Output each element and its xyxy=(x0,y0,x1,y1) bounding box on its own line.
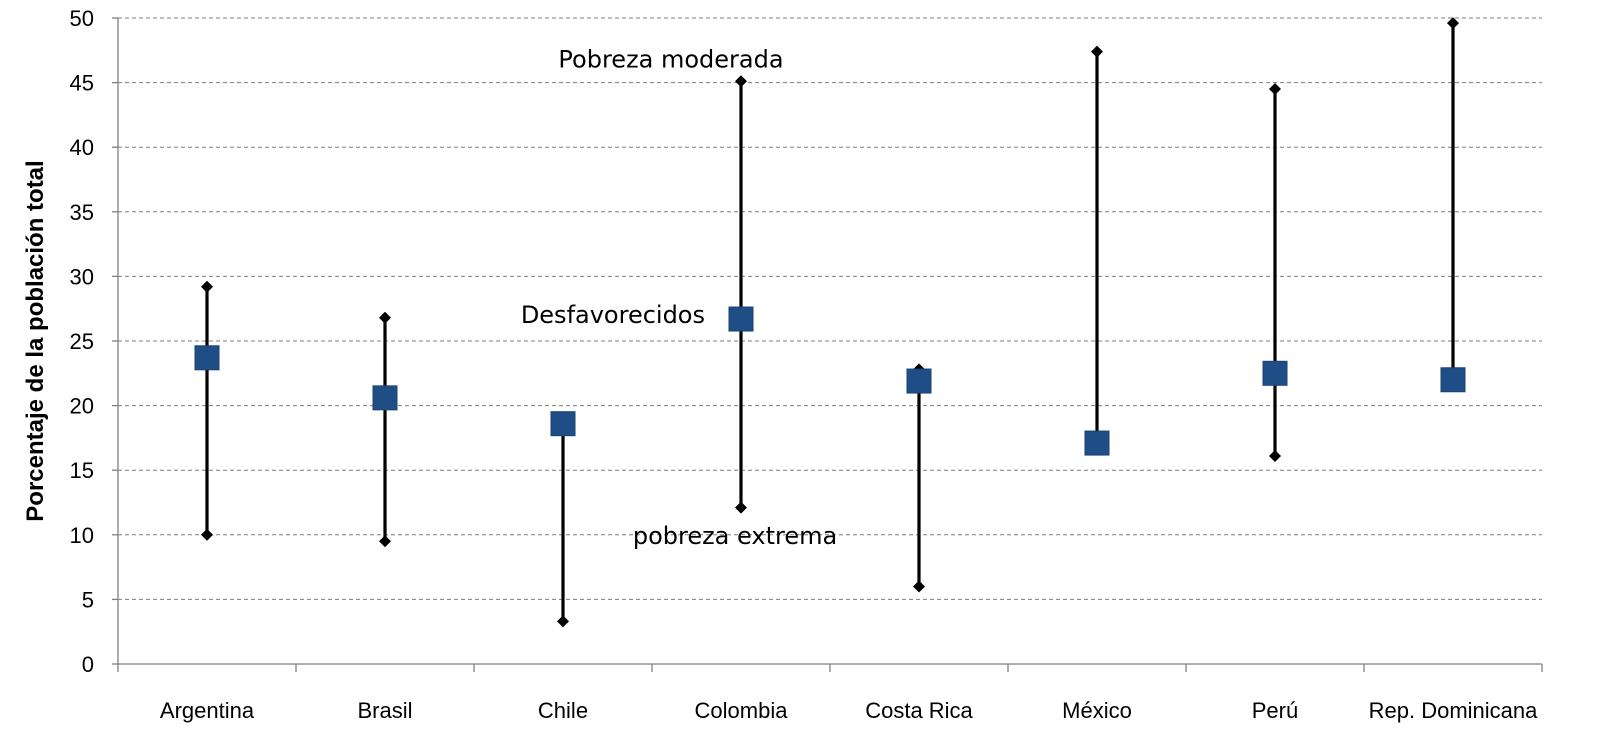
y-tick-label: 10 xyxy=(70,523,94,548)
y-tick-label: 0 xyxy=(82,652,94,677)
annotation-label: pobreza extrema xyxy=(633,522,837,550)
pobreza-extrema-point xyxy=(557,615,569,628)
y-tick-label: 15 xyxy=(70,458,94,483)
pobreza-moderada-point xyxy=(1269,83,1281,96)
pobreza-extrema-point xyxy=(1269,449,1281,462)
x-tick-label: Costa Rica xyxy=(865,698,973,723)
x-tick-label: Brasil xyxy=(357,698,412,723)
x-tick-label: México xyxy=(1062,698,1132,723)
desfavorecidos-marker xyxy=(550,411,576,437)
annotation-label: Desfavorecidos xyxy=(521,301,705,329)
desfavorecidos-marker xyxy=(728,306,754,332)
annotations: Pobreza moderada Desfavorecidos pobreza ex… xyxy=(521,45,837,550)
x-tick-label: Colombia xyxy=(695,698,789,723)
pobreza-extrema-point xyxy=(201,528,213,541)
pobreza-extrema-point xyxy=(913,580,925,593)
y-tick-label: 25 xyxy=(70,329,94,354)
pobreza-extrema-point xyxy=(735,501,747,514)
desfavorecidos-marker xyxy=(906,368,932,394)
desfavorecidos-marker xyxy=(372,385,398,411)
grid-lines xyxy=(118,17,1542,600)
y-tick-label: 5 xyxy=(82,587,94,612)
annotation-label: Pobreza moderada xyxy=(558,45,783,73)
pobreza-extrema-point xyxy=(379,535,391,548)
y-tick-label: 20 xyxy=(70,394,94,419)
desfavorecidos-marker xyxy=(1440,367,1466,393)
y-tick-label: 40 xyxy=(70,135,94,160)
axes xyxy=(112,17,1543,672)
y-tick-label: 50 xyxy=(70,6,94,31)
pobreza-moderada-point xyxy=(1091,45,1103,58)
pobreza-moderada-point xyxy=(735,75,747,88)
y-axis-label: Porcentaje de la población total xyxy=(22,160,49,521)
desfavorecidos-marker xyxy=(1084,430,1110,456)
y-tick-label: 45 xyxy=(70,71,94,96)
y-tick-labels: 0 5 10 15 20 25 30 35 40 45 50 xyxy=(70,6,94,677)
x-tick-labels: Argentina Brasil Chile Colombia Costa Rica Mé… xyxy=(160,698,1538,723)
x-tick-label: Perú xyxy=(1252,698,1298,723)
pobreza-moderada-point xyxy=(201,280,213,293)
x-tick-label: Rep. Dominicana xyxy=(1369,698,1539,723)
y-tick-label: 35 xyxy=(70,200,94,225)
x-tick-label: Chile xyxy=(538,698,588,723)
x-tick-label: Argentina xyxy=(160,698,255,723)
pobreza-moderada-point xyxy=(1447,17,1459,30)
pobreza-moderada-point xyxy=(379,311,391,324)
desfavorecidos-marker xyxy=(1262,360,1288,386)
y-tick-label: 30 xyxy=(70,264,94,289)
data-points xyxy=(194,17,1466,628)
range-lines xyxy=(205,23,1455,622)
desfavorecidos-marker xyxy=(194,345,220,371)
